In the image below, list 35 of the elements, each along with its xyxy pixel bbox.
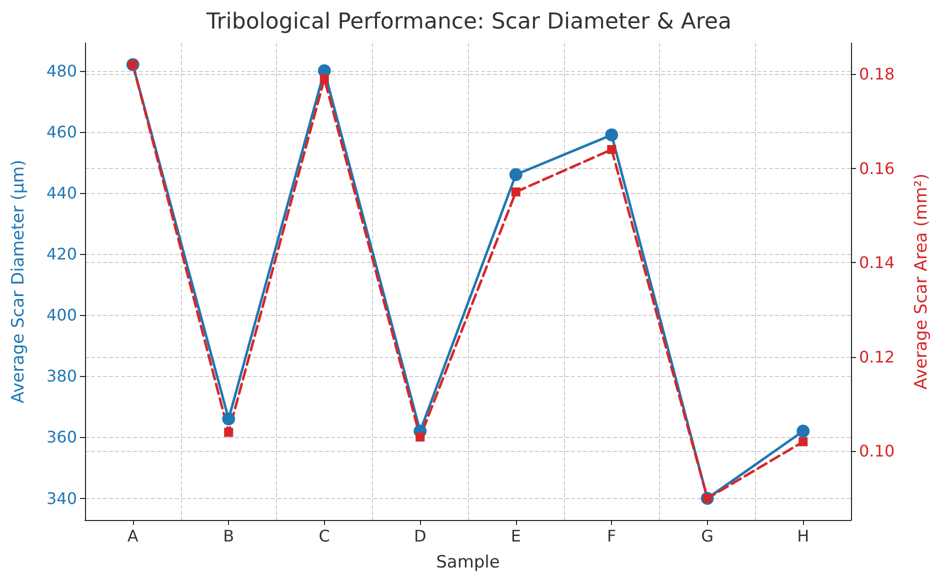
- y-tick-label: 340: [46, 488, 77, 508]
- point: [222, 412, 236, 426]
- point: [607, 145, 616, 154]
- point: [416, 432, 425, 442]
- x-axis-title: Sample: [436, 552, 500, 572]
- y-tick-label: 440: [46, 183, 77, 202]
- y2-tick-label: 0.14: [859, 253, 895, 272]
- x-tick-label: E: [510, 526, 521, 546]
- y2-tick-label: 0.16: [859, 158, 895, 178]
- y2-tick-label: 0.18: [859, 64, 895, 84]
- y-tick-label: 420: [46, 244, 77, 264]
- point: [511, 187, 520, 196]
- y2-tick-label: 0.10: [859, 442, 895, 461]
- y-tick-label: 380: [46, 366, 77, 386]
- y-tick-label: 480: [46, 61, 77, 80]
- x-tick-label: C: [318, 526, 330, 546]
- point: [605, 128, 618, 142]
- x-tick-label: H: [797, 526, 810, 546]
- point: [796, 424, 810, 438]
- y-tick-label: 400: [46, 306, 77, 325]
- point: [320, 74, 329, 84]
- y-tick-label: 460: [46, 122, 77, 142]
- point: [224, 428, 234, 437]
- y-tick-label: 360: [46, 428, 77, 447]
- y2-axis-title: Average Scar Area (mm²): [912, 174, 932, 390]
- x-tick-label: D: [414, 526, 426, 546]
- y-axis-title: Average Scar Diameter (µm): [8, 160, 28, 404]
- x-tick-label: G: [701, 526, 714, 546]
- point: [509, 168, 522, 182]
- y2-tick-label: 0.12: [859, 347, 895, 366]
- chart-title: Tribological Performance: Scar Diameter & Area: [206, 10, 732, 34]
- x-tick-label: F: [607, 526, 616, 546]
- x-tick-label: A: [127, 526, 138, 546]
- point: [798, 437, 808, 446]
- x-tick-label: B: [223, 526, 234, 546]
